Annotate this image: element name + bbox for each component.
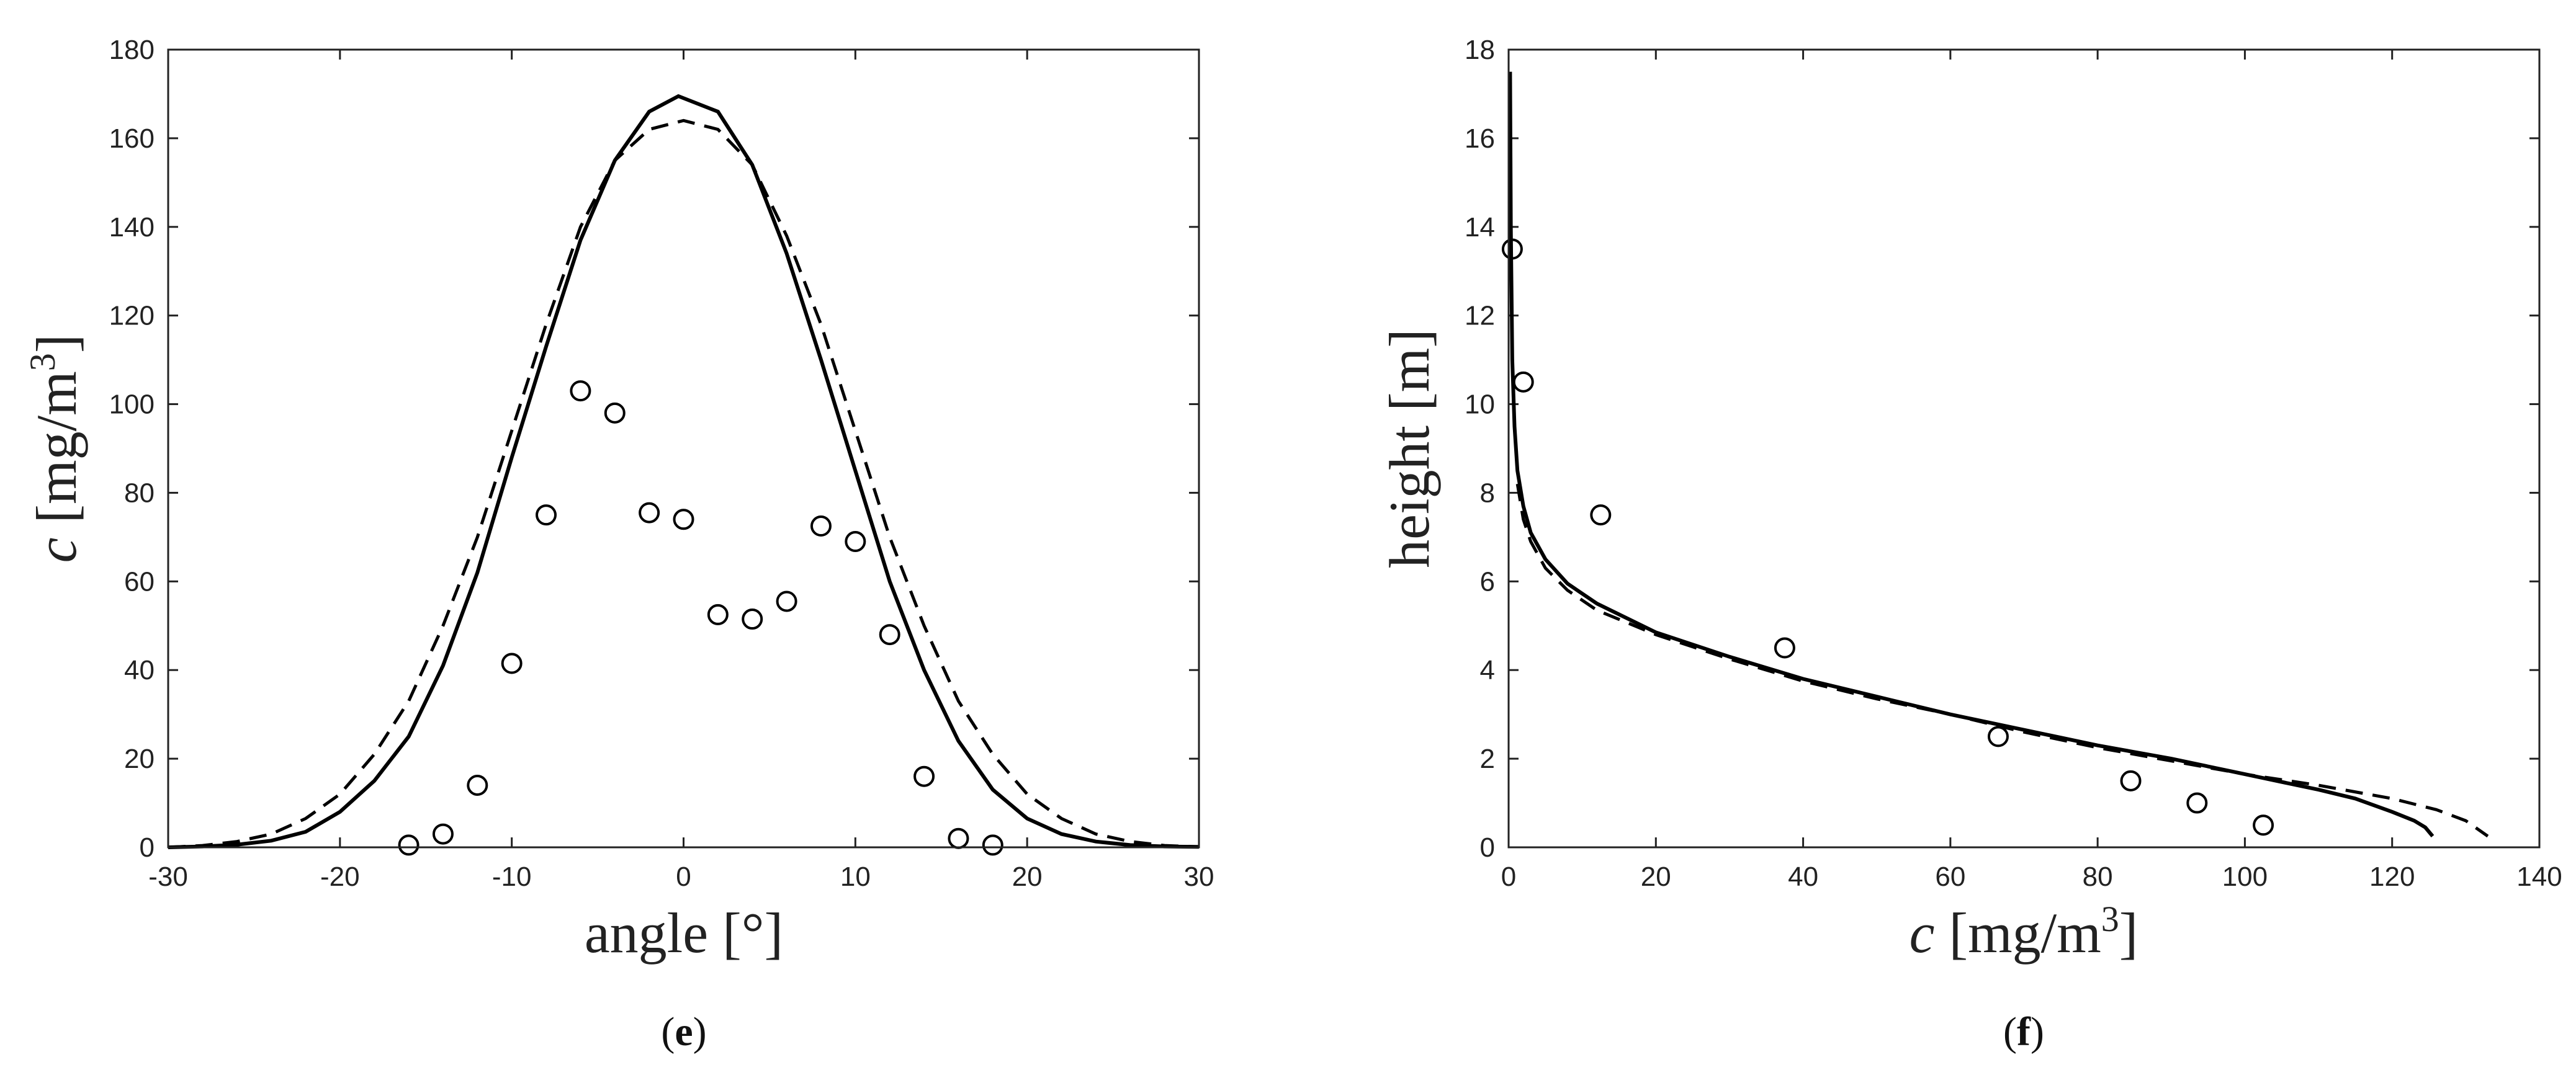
panel-f-xlabel-var: c	[1910, 901, 1935, 965]
panel-e-data-point	[536, 504, 557, 526]
panel-e-frame	[167, 48, 1200, 849]
panel-e-data-point	[501, 653, 523, 674]
panel-e-ylabel-sup: 3	[22, 353, 63, 371]
panel-f-ytick-label: 10	[1465, 390, 1495, 420]
panel-e-ytick-label: 60	[124, 566, 155, 597]
panel-f-ytick-label: 18	[1465, 35, 1495, 65]
panel-e-data-point	[673, 509, 694, 530]
panel-e-ytick-label: 20	[124, 744, 155, 774]
panel-e-ytick-label: 0	[140, 832, 155, 863]
panel-e-data-point	[639, 502, 660, 524]
panel-f-series	[1501, 71, 2489, 838]
panel-f-xtick-label: 40	[1788, 862, 1818, 892]
panel-f-xtick-label: 80	[2083, 862, 2113, 892]
panel-e-caption-letter: e	[675, 1009, 693, 1054]
panel-f-ytick-label: 0	[1480, 832, 1495, 863]
panel-f-solid-curve	[1508, 71, 2435, 838]
panel-f-xlabel-sup: 3	[2101, 899, 2119, 939]
panel-f-caption-close: )	[2031, 1009, 2044, 1054]
panel-e-xlabel-unit: [°]	[722, 901, 783, 965]
panel-f-ytick-label: 8	[1480, 478, 1495, 508]
panel-e-data-point	[948, 827, 969, 849]
panel-e-ylabel: c [mg/m3]	[22, 334, 88, 563]
panel-e-series	[168, 94, 1200, 856]
panel-f-ticks: 0 20 40 60 80 100 120 140 0 2 4 6 8 10 12 14 16 18	[1465, 35, 2562, 892]
panel-e-data-point	[810, 515, 832, 537]
panel-f-xtick-label: 100	[2222, 862, 2268, 892]
panel-f-ytick-label: 14	[1465, 212, 1495, 243]
panel-e-data-point	[432, 823, 454, 845]
panel-e-xtick-label: -10	[492, 862, 532, 892]
panel-e-caption-open: (	[661, 1009, 675, 1054]
panel-e-xlabel: angle [°]	[585, 901, 783, 965]
panel-f-ylabel: height [m]	[1378, 329, 1441, 568]
panel-f-data-point	[1501, 238, 1523, 260]
panel-e-data-point	[879, 624, 900, 646]
panel-e-data-point	[742, 609, 763, 630]
panel-e-xtick-label: 0	[676, 862, 691, 892]
panel-f-data-point	[1774, 637, 1795, 659]
panel-e-xtick-label: -30	[148, 862, 188, 892]
panel-e-xtick-label: 10	[840, 862, 871, 892]
panel-e-xtick-label: -20	[320, 862, 360, 892]
panel-e-data-point	[982, 834, 1003, 856]
panel-e-ylabel-close: ]	[25, 334, 88, 354]
panel-f: 0 20 40 60 80 100 120 140 0 2 4 6 8 10 12 14 16 18 c [mg/…	[1378, 35, 2562, 1054]
panel-e-ytick-label: 140	[109, 212, 155, 243]
panel-e-ytick-label: 180	[109, 35, 155, 65]
panel-f-data-point	[1512, 371, 1534, 393]
panel-f-data-point	[2253, 814, 2274, 836]
panel-e-data-point	[845, 531, 866, 553]
panel-e-solid-curve	[168, 94, 1200, 849]
panel-e-dashed-curve	[168, 118, 1200, 849]
panel-e: -30 -20 -10 0 10 20 30 0 20 40 60 80 100 120 140 160 180…	[22, 35, 1214, 1054]
panel-e-caption: (e)	[661, 1009, 706, 1054]
panel-f-ytick-label: 16	[1465, 123, 1495, 154]
panel-f-ytick-label: 2	[1480, 744, 1495, 774]
panel-e-xtick-label: 30	[1184, 862, 1214, 892]
panel-f-xlabel: c [mg/m3]	[1910, 899, 2138, 965]
panel-e-ylabel-var: c	[25, 538, 88, 563]
panel-e-xlabel-main: angle	[585, 901, 708, 965]
panel-f-caption-open: (	[2003, 1009, 2017, 1054]
panel-f-data-point	[1590, 504, 1612, 526]
panel-f-data-point	[2186, 792, 2208, 814]
panel-e-data-point	[707, 604, 729, 625]
panel-e-ylabel-unit: [mg/m	[25, 371, 88, 523]
panel-e-ytick-label: 40	[124, 655, 155, 685]
panel-f-xtick-label: 120	[2369, 862, 2415, 892]
panel-f-ytick-label: 6	[1480, 566, 1495, 597]
panel-f-xtick-label: 140	[2516, 862, 2562, 892]
panel-e-data-point	[570, 380, 591, 402]
panel-f-xlabel-unit: [mg/m	[1949, 901, 2101, 965]
panel-e-xtick-label: 20	[1012, 862, 1043, 892]
panel-e-data-point	[604, 402, 626, 424]
panel-f-frame	[1507, 48, 2541, 849]
panel-f-ytick-label: 4	[1480, 655, 1495, 685]
panel-e-data-point	[913, 765, 935, 787]
panel-f-data-point	[1987, 726, 2009, 747]
panel-e-caption-close: )	[693, 1009, 707, 1054]
panel-e-ytick-label: 160	[109, 123, 155, 154]
panel-f-xtick-label: 0	[1501, 862, 1516, 892]
panel-f-caption: (f)	[2003, 1009, 2044, 1054]
panel-e-data-point	[398, 834, 420, 856]
panel-e-ytick-label: 120	[109, 301, 155, 331]
panel-f-ytick-label: 12	[1465, 301, 1495, 331]
panel-f-caption-letter: f	[2017, 1009, 2031, 1054]
panel-e-ytick-label: 100	[109, 390, 155, 420]
panel-e-data-point	[467, 774, 488, 796]
panel-f-data-point	[2120, 770, 2142, 791]
panel-f-xtick-label: 60	[1935, 862, 1965, 892]
panel-f-xlabel-close: ]	[2119, 901, 2138, 965]
panel-f-dashed-curve	[1515, 483, 2489, 838]
panel-e-ytick-label: 80	[124, 478, 155, 508]
panel-e-data-point	[776, 591, 797, 612]
panel-e-ticks: -30 -20 -10 0 10 20 30 0 20 40 60 80 100 120 140 160 180	[109, 35, 1214, 892]
panel-f-xtick-label: 20	[1641, 862, 1671, 892]
